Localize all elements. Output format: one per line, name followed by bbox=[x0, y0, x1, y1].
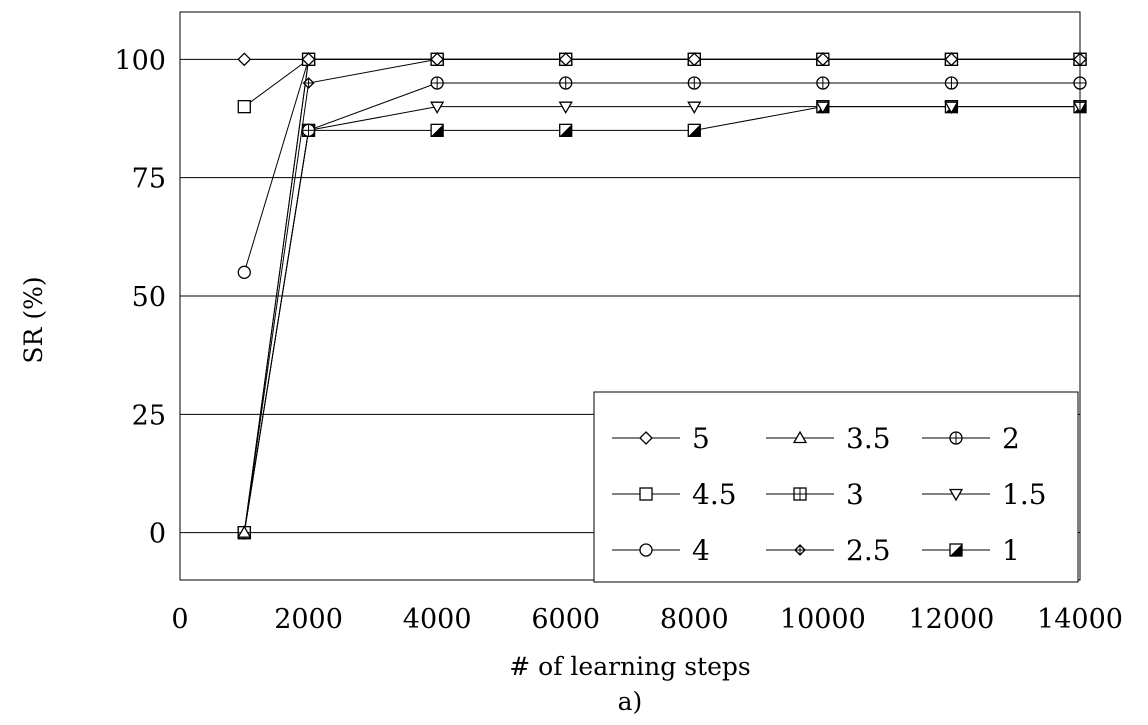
series-points-5 bbox=[237, 52, 1087, 67]
data-point-1-5 bbox=[815, 101, 830, 114]
series-4 bbox=[243, 58, 1080, 273]
data-point-1-fill bbox=[431, 124, 444, 137]
legend-item-2: 2 bbox=[922, 422, 1020, 455]
series-1-5 bbox=[243, 106, 1080, 533]
x-axis: 0 2000 4000 6000 8000 10000 12000 14000 bbox=[171, 604, 1123, 635]
data-point-5 bbox=[301, 52, 316, 67]
legend-label: 4 bbox=[692, 534, 710, 567]
data-point-1-fill bbox=[688, 124, 701, 137]
legend-item-1-5: 1.5 bbox=[922, 478, 1047, 511]
legend-label: 4.5 bbox=[692, 478, 737, 511]
data-point-4-5 bbox=[237, 100, 251, 114]
series-line-2 bbox=[243, 82, 1080, 533]
legend-marker-4 bbox=[639, 543, 653, 557]
y-tick-label: 50 bbox=[132, 282, 166, 313]
legend-label: 2.5 bbox=[846, 534, 891, 567]
legend-marker-1-5 bbox=[948, 488, 964, 502]
x-tick-label: 14000 bbox=[1037, 604, 1123, 635]
legend-label: 3 bbox=[846, 478, 864, 511]
x-tick-label: 8000 bbox=[660, 604, 729, 635]
data-point-5 bbox=[558, 52, 573, 67]
series-line-4 bbox=[243, 58, 1080, 273]
legend-item-3: 3 bbox=[766, 478, 864, 511]
x-tick-label: 6000 bbox=[531, 604, 600, 635]
series-2 bbox=[243, 82, 1080, 533]
figure-caption: a) bbox=[618, 687, 643, 716]
legend-marker-3-5 bbox=[792, 430, 808, 444]
series-group bbox=[237, 52, 1088, 540]
data-point-5 bbox=[815, 52, 830, 67]
x-tick-label: 10000 bbox=[780, 604, 866, 635]
legend-marker-5 bbox=[639, 431, 653, 445]
data-point-1-5 bbox=[430, 101, 445, 114]
legend-marker-1-fill bbox=[950, 544, 962, 556]
data-point-3-5 bbox=[237, 525, 252, 538]
x-tick-label: 12000 bbox=[908, 604, 994, 635]
y-tick-label: 100 bbox=[114, 45, 166, 76]
x-tick-label: 4000 bbox=[403, 604, 472, 635]
x-tick-label: 2000 bbox=[274, 604, 343, 635]
x-axis-title: # of learning steps bbox=[509, 652, 750, 681]
y-tick-label: 75 bbox=[132, 164, 166, 195]
y-axis-title: SR (%) bbox=[19, 276, 48, 363]
series-points-4 bbox=[237, 52, 1087, 279]
data-point-1-5 bbox=[687, 101, 702, 114]
legend-item-3-5: 3.5 bbox=[766, 422, 891, 455]
legend-marker-4-5 bbox=[639, 487, 653, 501]
data-point-1-fill bbox=[559, 124, 572, 137]
data-point-5 bbox=[944, 52, 959, 67]
y-tick-label: 25 bbox=[132, 400, 166, 431]
data-point-1-5 bbox=[944, 101, 959, 114]
data-point-5 bbox=[430, 52, 445, 67]
legend-label: 1 bbox=[1002, 534, 1020, 567]
x-tick-label: 0 bbox=[171, 604, 188, 635]
legend-item-1: 1 bbox=[922, 534, 1020, 567]
y-axis: 0 25 50 75 100 bbox=[114, 45, 166, 549]
legend-item-2-5: 2.5 bbox=[766, 534, 891, 567]
legend: 5 3.5 2 4.5 3 1.5 4 2.5 1 bbox=[593, 391, 1079, 583]
data-point-4 bbox=[237, 265, 251, 279]
data-point-1-5 bbox=[558, 101, 573, 114]
legend-label: 1.5 bbox=[1002, 478, 1047, 511]
legend-item-4-5: 4.5 bbox=[612, 478, 737, 511]
legend-item-4: 4 bbox=[612, 534, 710, 567]
series-points-2 bbox=[237, 76, 1087, 540]
legend-label: 3.5 bbox=[846, 422, 891, 455]
data-point-5 bbox=[237, 52, 252, 67]
legend-label: 5 bbox=[692, 422, 710, 455]
series-line-1-5 bbox=[243, 106, 1080, 533]
legend-label: 2 bbox=[1002, 422, 1020, 455]
data-point-5 bbox=[687, 52, 702, 67]
legend-item-5: 5 bbox=[612, 422, 710, 455]
y-tick-label: 0 bbox=[149, 519, 166, 550]
